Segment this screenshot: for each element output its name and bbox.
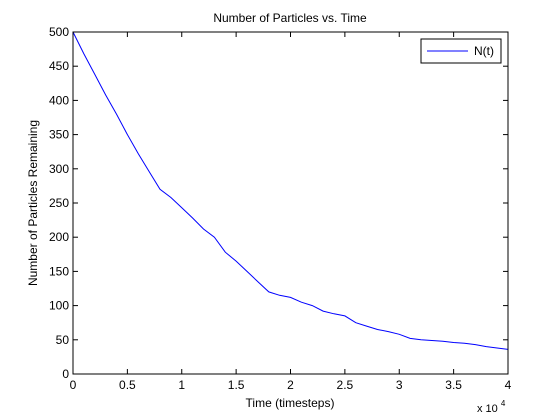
y-tick-label: 0 <box>62 367 69 381</box>
x-axis-label: Time (timesteps) <box>246 396 335 410</box>
x-tick-label: 4 <box>505 378 512 392</box>
x-tick-label: 1.5 <box>228 378 245 392</box>
x-tick-label: 2 <box>287 378 294 392</box>
y-tick-label: 350 <box>49 128 69 142</box>
x-tick-label: 2.5 <box>337 378 354 392</box>
y-axis-label: Number of Particles Remaining <box>26 120 40 286</box>
y-tick-label: 50 <box>56 333 70 347</box>
x-axis-multiplier: x 10 4 <box>477 399 506 415</box>
legend-label-n-t: N(t) <box>474 44 494 58</box>
x-tick-label: 3.5 <box>445 378 462 392</box>
y-tick-label: 300 <box>49 162 69 176</box>
y-tick-label: 500 <box>49 25 69 39</box>
y-tick-label: 200 <box>49 230 69 244</box>
y-tick-label: 150 <box>49 264 69 278</box>
y-tick-label: 450 <box>49 59 69 73</box>
chart-title: Number of Particles vs. Time <box>213 11 367 25</box>
series-line-n-t <box>72 31 509 350</box>
plot-frame <box>72 31 509 375</box>
x-tick-label: 0.5 <box>119 378 136 392</box>
x-tick-label: 1 <box>178 378 185 392</box>
tick-labels: 0 0.5 1 1.5 2 2.5 3 3.5 4 0 50 100 150 200 250 300 350 40… <box>49 25 512 392</box>
y-tick-label: 100 <box>49 299 69 313</box>
y-tick-label: 250 <box>49 196 69 210</box>
y-tick-label: 400 <box>49 93 69 107</box>
x-tick-label: 3 <box>396 378 403 392</box>
x-tick-label: 0 <box>70 378 77 392</box>
x-axis-multiplier-exponent: 4 <box>501 399 506 408</box>
plot-area <box>73 32 508 374</box>
x-axis-multiplier-base: x 10 <box>477 403 498 415</box>
legend: N(t) <box>420 38 502 64</box>
